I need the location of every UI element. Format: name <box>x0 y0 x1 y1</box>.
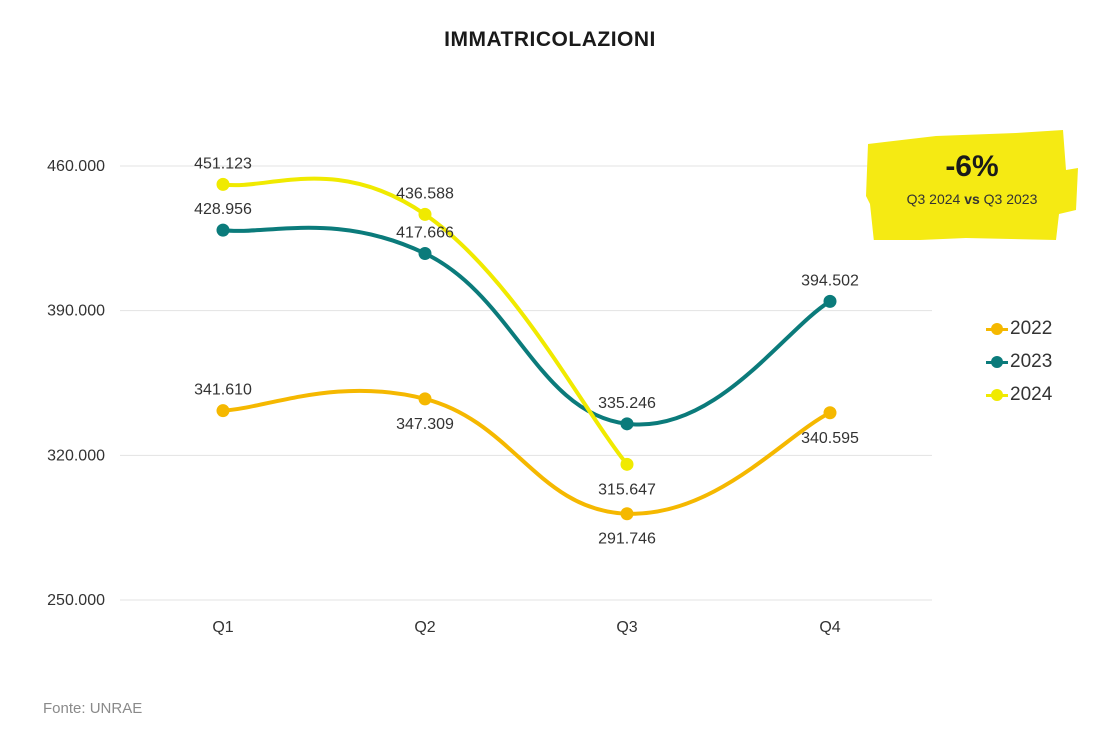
data-label-2023: 335.246 <box>598 395 656 412</box>
legend-label-2024: 2024 <box>1010 383 1053 405</box>
series-line-2024 <box>221 176 629 467</box>
callout-caption-vs: vs <box>964 191 980 207</box>
series-line-2022 <box>221 388 832 516</box>
callout-value: -6% <box>945 150 999 183</box>
data-point-2024 <box>216 177 230 191</box>
callout-badge: -6% Q3 2024 vs Q3 2023 <box>866 130 1078 240</box>
legend-item-2022: 2022 <box>986 312 1052 345</box>
data-point-2022 <box>620 507 634 521</box>
data-point-2022 <box>823 406 837 420</box>
data-point-2024 <box>418 207 432 221</box>
data-point-2023 <box>418 246 432 260</box>
series-line-2023 <box>221 225 832 427</box>
legend-marker-2022 <box>986 322 1008 335</box>
callout-caption: Q3 2024 vs Q3 2023 <box>866 191 1078 207</box>
y-tick-label: 390.000 <box>47 303 105 320</box>
y-tick-label: 250.000 <box>47 592 105 609</box>
data-label-2024: 436.588 <box>396 185 454 202</box>
data-point-2024 <box>620 457 634 471</box>
data-point-2023 <box>823 294 837 308</box>
data-label-2023: 394.502 <box>801 272 859 289</box>
legend-marker-2024 <box>986 388 1008 401</box>
y-tick-label: 320.000 <box>47 447 105 464</box>
source-note: Fonte: UNRAE <box>43 700 143 717</box>
data-label-2024: 451.123 <box>194 155 252 172</box>
legend-item-2023: 2023 <box>986 345 1052 378</box>
x-tick-label: Q4 <box>819 619 840 636</box>
y-tick-label: 460.000 <box>47 158 105 175</box>
legend-item-2024: 2024 <box>986 378 1052 411</box>
data-point-2022 <box>216 404 230 418</box>
callout-caption-part2: Q3 2023 <box>983 191 1038 207</box>
legend: 2022 2023 2024 <box>986 312 1052 411</box>
data-label-2022: 347.309 <box>396 416 454 433</box>
data-point-2023 <box>216 223 230 237</box>
data-label-2023: 417.666 <box>396 224 454 241</box>
x-tick-label: Q2 <box>414 619 435 636</box>
data-label-2024: 315.647 <box>598 481 656 498</box>
callout-caption-part1: Q3 2024 <box>906 191 961 207</box>
data-label-2022: 291.746 <box>598 531 656 548</box>
x-tick-label: Q3 <box>616 619 637 636</box>
legend-label-2022: 2022 <box>1010 317 1053 339</box>
callout-highlight <box>866 130 1078 240</box>
legend-marker-2023 <box>986 355 1008 368</box>
chart-title: IMMATRICOLAZIONI <box>444 28 656 51</box>
data-label-2022: 341.610 <box>194 382 252 399</box>
data-point-2023 <box>620 417 634 431</box>
legend-label-2023: 2023 <box>1010 350 1053 372</box>
data-label-2023: 428.956 <box>194 201 252 218</box>
data-label-2022: 340.595 <box>801 430 859 447</box>
x-tick-label: Q1 <box>212 619 233 636</box>
data-point-2022 <box>418 392 432 406</box>
